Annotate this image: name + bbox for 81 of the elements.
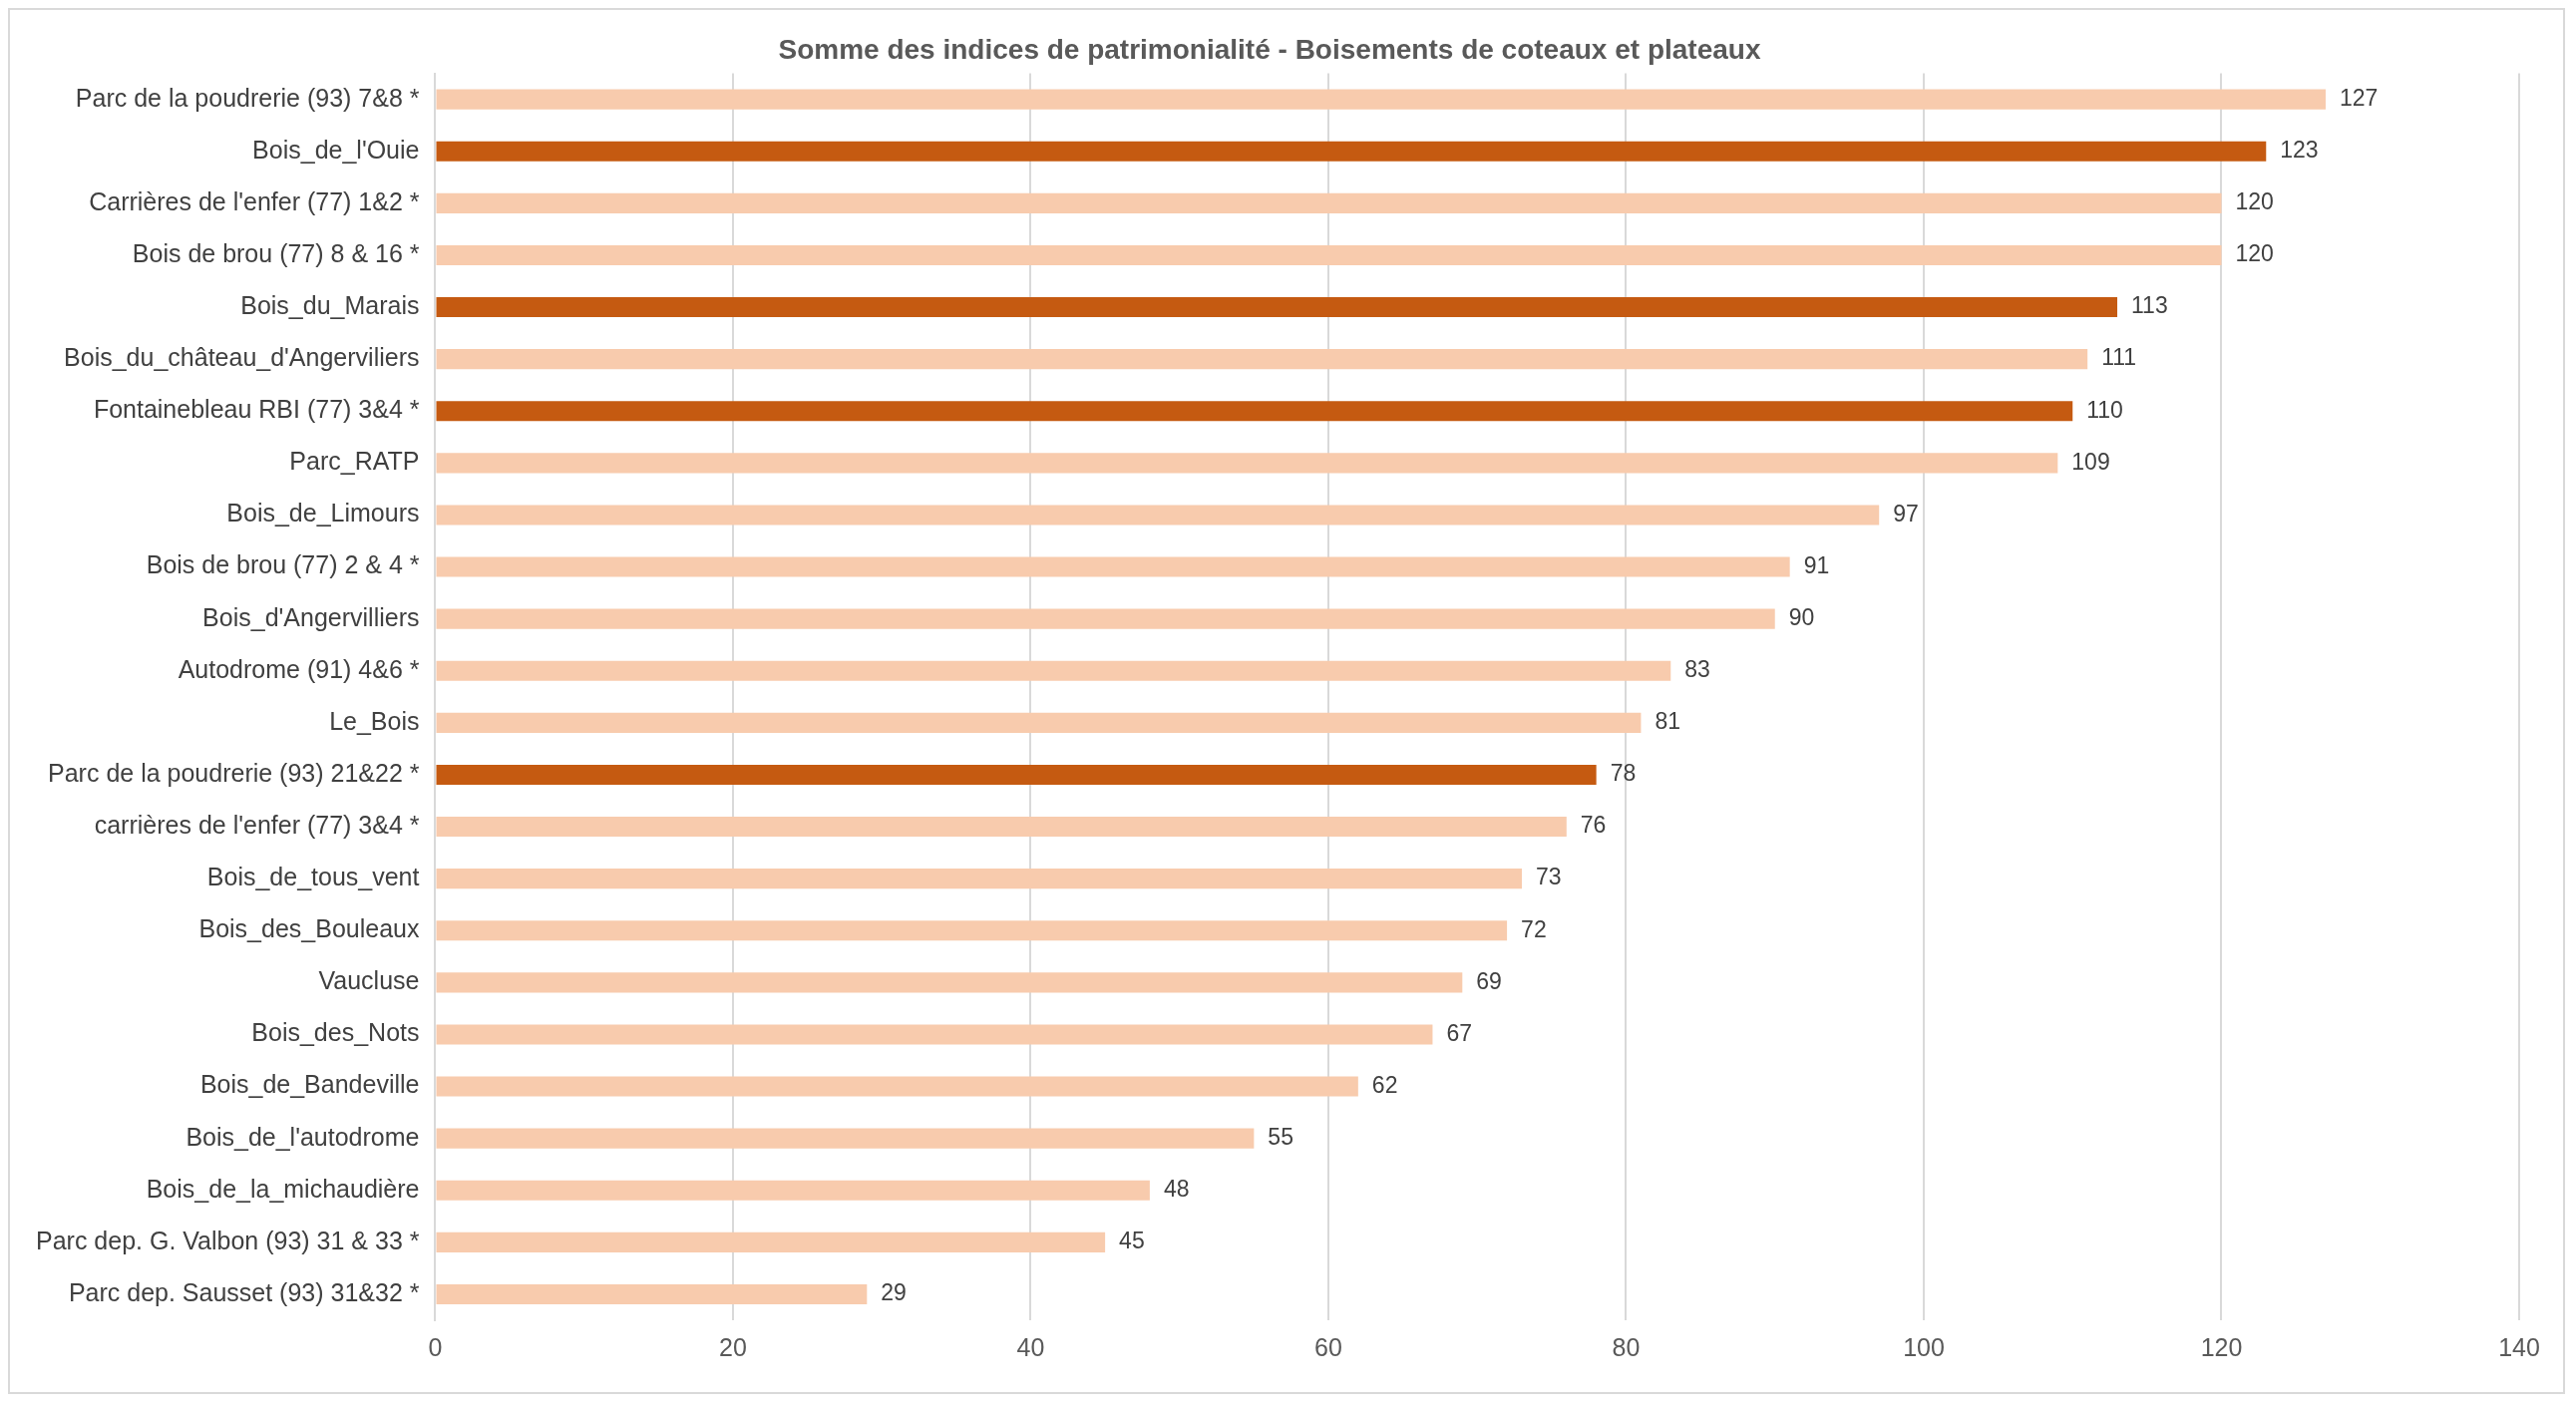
data-label: 72 — [1521, 915, 1547, 942]
y-tick-label: Vaucluse — [318, 966, 420, 995]
bar — [436, 920, 1508, 941]
y-tick-label: Bois_de_Limours — [226, 499, 420, 527]
bar — [436, 660, 1671, 681]
data-label: 69 — [1476, 967, 1502, 994]
y-tick-label: Autodrome (91) 4&6 * — [178, 654, 420, 683]
y-tick-label: Bois_des_Nots — [251, 1018, 420, 1047]
y-tick-label: Bois_des_Bouleaux — [198, 914, 420, 943]
y-tick-label: Parc de la poudrerie (93) 7&8 * — [75, 83, 420, 112]
y-tick-label: Bois_de_l'Ouie — [252, 135, 420, 164]
data-label: 67 — [1446, 1019, 1473, 1046]
y-tick-label: Bois_de_tous_vent — [206, 863, 420, 891]
bar — [436, 712, 1642, 733]
x-tick-label: 100 — [1903, 1332, 1945, 1361]
bar — [436, 1024, 1433, 1045]
bar — [436, 1180, 1150, 1201]
data-label: 120 — [2235, 188, 2274, 215]
data-label: 45 — [1119, 1228, 1145, 1254]
bar — [436, 297, 2118, 318]
data-label: 76 — [1580, 812, 1607, 839]
bar — [436, 401, 2073, 422]
x-tick-label: 140 — [2498, 1332, 2540, 1361]
data-label: 97 — [1893, 500, 1919, 527]
bar — [436, 1283, 868, 1304]
data-label: 123 — [2280, 137, 2319, 164]
y-tick-label: Bois_d'Angervilliers — [202, 602, 420, 631]
x-tick-label: 0 — [428, 1332, 443, 1361]
x-tick-label: 40 — [1016, 1332, 1045, 1361]
y-tick-label: Bois_de_l'autodrome — [185, 1122, 420, 1151]
bar — [436, 764, 1597, 785]
chart-title: Somme des indices de patrimonialité - Boisements de coteaux et plateaux — [778, 33, 1761, 65]
bar — [436, 608, 1775, 629]
y-tick-label: Carrières de l'enfer (77) 1&2 * — [89, 186, 420, 215]
data-label: 62 — [1371, 1071, 1398, 1098]
bar — [436, 1231, 1106, 1252]
y-tick-label: carrières de l'enfer (77) 3&4 * — [94, 810, 420, 839]
data-label: 109 — [2071, 448, 2110, 475]
bar — [436, 972, 1463, 993]
data-label: 120 — [2235, 240, 2274, 267]
bar — [436, 1128, 1255, 1149]
data-label: 83 — [1684, 656, 1710, 683]
data-label: 29 — [881, 1279, 907, 1306]
y-tick-label: Bois_du_château_d'Angerviliers — [64, 343, 420, 372]
bar — [436, 556, 1790, 577]
bar — [436, 349, 2088, 370]
data-label: 73 — [1536, 864, 1562, 890]
data-label: 55 — [1268, 1123, 1293, 1150]
y-tick-label: Le_Bois — [329, 706, 420, 735]
y-tick-label: Bois_de_Bandeville — [199, 1070, 420, 1099]
x-tick-label: 20 — [719, 1332, 747, 1361]
bar — [436, 141, 2267, 162]
y-tick-label: Fontainebleau RBI (77) 3&4 * — [93, 395, 420, 424]
bar — [436, 244, 2222, 265]
y-tick-label: Parc dep. Sausset (93) 31&32 * — [68, 1277, 420, 1306]
y-tick-label: Parc_RATP — [289, 447, 420, 476]
bar — [436, 817, 1567, 838]
data-label: 113 — [2131, 292, 2168, 319]
data-label: 110 — [2086, 396, 2123, 423]
data-label: 111 — [2101, 344, 2137, 371]
data-label: 48 — [1163, 1176, 1190, 1203]
data-label: 127 — [2339, 84, 2379, 111]
bar — [436, 453, 2058, 474]
data-label: 81 — [1655, 708, 1681, 735]
data-label: 90 — [1788, 603, 1815, 630]
bar — [436, 89, 2326, 110]
bar — [436, 869, 1523, 889]
x-tick-label: 80 — [1612, 1332, 1641, 1361]
y-tick-label: Bois_de_la_michaudière — [146, 1174, 420, 1203]
x-tick-label: 60 — [1314, 1332, 1342, 1361]
data-label: 91 — [1803, 551, 1830, 578]
data-label: 78 — [1610, 760, 1637, 787]
y-tick-label: Bois de brou (77) 8 & 16 * — [132, 238, 420, 267]
y-tick-label: Bois de brou (77) 2 & 4 * — [146, 550, 420, 579]
y-tick-label: Parc dep. G. Valbon (93) 31 & 33 * — [35, 1226, 420, 1254]
y-tick-label: Bois_du_Marais — [240, 290, 420, 319]
y-tick-label: Parc de la poudrerie (93) 21&22 * — [48, 758, 420, 787]
bar — [436, 1076, 1358, 1097]
x-tick-label: 120 — [2200, 1332, 2243, 1361]
bar — [436, 505, 1880, 526]
bar — [436, 192, 2222, 213]
